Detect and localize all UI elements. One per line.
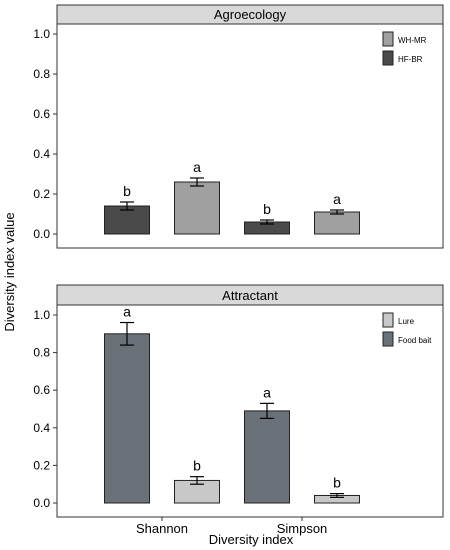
- legend-swatch: [382, 312, 394, 328]
- significance-label: b: [123, 183, 131, 199]
- legend-label: Lure: [398, 317, 415, 326]
- y-tick-label: 1.0: [33, 27, 50, 41]
- significance-label: b: [193, 458, 201, 474]
- panel-title: Agroecology: [214, 7, 287, 22]
- y-tick-label: 0.4: [33, 147, 50, 161]
- significance-label: a: [123, 304, 131, 320]
- y-tick-label: 0.8: [33, 67, 50, 81]
- x-axis-ticks: Shannon Simpson: [136, 517, 327, 536]
- significance-label: a: [193, 159, 201, 175]
- bar: [314, 211, 360, 235]
- legend-swatch: [382, 50, 394, 66]
- y-tick-label: 0.2: [33, 458, 50, 472]
- legend-label: HF-BR: [398, 55, 423, 64]
- panel-1: Attractant 0.0 0.2 0.4 0.6 0.8 1.0 a a b b Lure Food…: [33, 284, 444, 518]
- y-tick-label: 0.2: [33, 187, 50, 201]
- bar: [244, 410, 290, 504]
- y-tick-label: 1.0: [33, 308, 50, 322]
- x-tick-label: Shannon: [136, 521, 188, 536]
- bar: [104, 205, 150, 235]
- significance-label: a: [263, 384, 271, 400]
- significance-label: b: [333, 475, 341, 491]
- panel-title: Attractant: [222, 288, 278, 303]
- y-tick-label: 0.4: [33, 421, 50, 435]
- bar: [104, 333, 150, 504]
- y-tick-label: 0.6: [33, 107, 50, 121]
- panels: Agroecology 0.0 0.2 0.4 0.6 0.8 1.0 b b a a WH-MR HF…: [33, 4, 444, 518]
- significance-label: a: [333, 191, 341, 207]
- y-tick-label: 0.8: [33, 346, 50, 360]
- legend-swatch: [382, 31, 394, 47]
- legend-swatch: [382, 331, 394, 347]
- x-axis-label: Diversity index: [209, 532, 294, 547]
- significance-label: b: [263, 201, 271, 217]
- y-axis-label: Diversity index value: [2, 212, 17, 331]
- panel-0: Agroecology 0.0 0.2 0.4 0.6 0.8 1.0 b b a a WH-MR HF…: [33, 4, 444, 249]
- x-tick-label: Simpson: [277, 521, 328, 536]
- y-tick-label: 0.0: [33, 227, 50, 241]
- legend-label: WH-MR: [398, 36, 427, 45]
- bar: [174, 181, 220, 235]
- legend-label: Food bait: [398, 336, 432, 345]
- y-tick-label: 0.6: [33, 383, 50, 397]
- y-tick-label: 0.0: [33, 496, 50, 510]
